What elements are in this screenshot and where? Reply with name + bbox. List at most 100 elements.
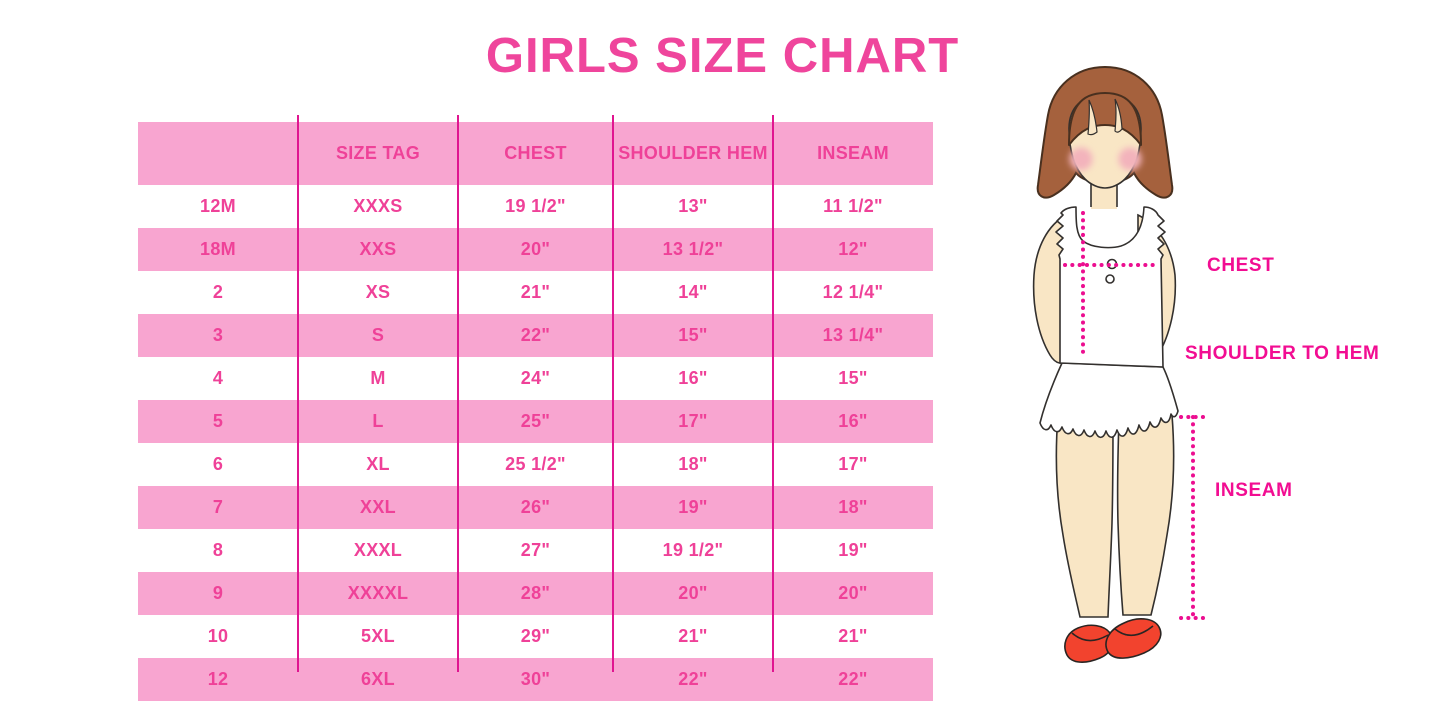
shoe-left-strap <box>1071 632 1109 642</box>
leg-left <box>1055 414 1114 618</box>
table-header-row: SIZE TAG CHEST SHOULDER HEM INSEAM <box>138 122 933 185</box>
column-header <box>138 122 298 185</box>
table-cell: 21" <box>838 626 868 646</box>
table-cell: 13 1/2" <box>662 239 724 259</box>
table-cell: 8 <box>212 540 224 560</box>
table-cell: 10 <box>207 626 229 646</box>
table-cell: 14" <box>678 282 708 302</box>
table-row: 2 XS 21" 14" 12 1/4" <box>138 271 933 314</box>
table-row: 12 6XL 30" 22" 22" <box>138 658 933 701</box>
chest-label: CHEST <box>1207 255 1274 276</box>
table-cell: XXXS <box>353 196 403 216</box>
table-cell: 22" <box>838 669 868 689</box>
table-row: 12M XXXS 19 1/2" 13" 11 1/2" <box>138 185 933 228</box>
table-cell: XXXL <box>353 540 403 560</box>
shoulder-to-hem-label: SHOULDER TO HEM <box>1185 343 1379 364</box>
column-header: SIZE TAG <box>298 122 458 185</box>
table-row: 3 S 22" 15" 13 1/4" <box>138 314 933 357</box>
table-cell: 25 1/2" <box>505 454 566 474</box>
size-table-grid: SIZE TAG CHEST SHOULDER HEM INSEAM 12M XXXS 1… <box>138 122 933 701</box>
table-cell: 15" <box>678 325 708 345</box>
leg-right <box>1116 414 1175 616</box>
inseam-label: INSEAM <box>1215 480 1293 501</box>
table-cell: 5XL <box>361 626 395 646</box>
blush-right <box>1118 147 1142 171</box>
blush-left <box>1069 147 1093 171</box>
column-header: INSEAM <box>773 122 933 185</box>
table-cell: 6 <box>212 454 224 474</box>
table-cell: 28" <box>520 583 551 603</box>
table-cell: 19" <box>678 497 708 517</box>
column-divider <box>297 115 299 672</box>
table-cell: 18" <box>678 454 708 474</box>
table-cell: 19" <box>838 540 868 560</box>
girl-measurement-diagram: CHEST SHOULDER TO HEM INSEAM <box>1032 65 1379 663</box>
table-cell: S <box>371 325 385 345</box>
table-cell: XXXXL <box>347 583 409 603</box>
table-cell: XL <box>366 454 390 474</box>
table-cell: 20" <box>838 583 868 603</box>
table-cell: 20" <box>678 583 708 603</box>
table-cell: 4 <box>212 368 224 388</box>
column-header: SHOULDER HEM <box>613 122 773 185</box>
table-row: 10 5XL 29" 21" 21" <box>138 615 933 658</box>
table-row: 5 L 25" 17" 16" <box>138 400 933 443</box>
bangs-notch-right <box>1114 98 1123 133</box>
table-cell: 12M <box>200 196 236 216</box>
table-cell: 21" <box>678 626 708 646</box>
size-table: SIZE TAG CHEST SHOULDER HEM INSEAM 12M XXXS 1… <box>138 115 933 701</box>
girl-head <box>1036 65 1174 209</box>
table-cell: 9 <box>212 583 224 603</box>
table-cell: 22" <box>678 669 708 689</box>
table-row: 4 M 24" 16" 15" <box>138 357 933 400</box>
table-cell: 19 1/2" <box>505 196 566 216</box>
table-cell: 22" <box>520 325 551 345</box>
shoe-right-strap <box>1114 625 1154 637</box>
table-row: 6 XL 25 1/2" 18" 17" <box>138 443 933 486</box>
table-cell: 2 <box>212 282 224 302</box>
bangs-notch-left <box>1087 99 1098 136</box>
table-cell: 26" <box>520 497 551 517</box>
column-divider <box>612 115 614 672</box>
table-cell: 3 <box>212 325 224 345</box>
table-cell: 25" <box>520 411 551 431</box>
table-cell: 12" <box>838 239 868 259</box>
bodice <box>1055 206 1166 368</box>
table-cell: 6XL <box>361 669 395 689</box>
bodice-button-bottom <box>1105 274 1115 284</box>
table-cell: 16" <box>838 411 868 431</box>
table-cell: 29" <box>520 626 551 646</box>
table-cell: 15" <box>838 368 868 388</box>
table-cell: XXS <box>359 239 397 259</box>
skirt <box>1039 362 1179 439</box>
table-cell: 30" <box>520 669 551 689</box>
table-cell: 18M <box>200 239 236 259</box>
table-row: 8 XXXL 27" 19 1/2" 19" <box>138 529 933 572</box>
table-cell: 11 1/2" <box>823 196 883 216</box>
table-row: 18M XXS 20" 13 1/2" 12" <box>138 228 933 271</box>
mary-jane-shoes <box>1064 618 1162 663</box>
table-cell: XS <box>365 282 391 302</box>
table-cell: 19 1/2" <box>662 540 724 560</box>
table-cell: 13" <box>678 196 708 216</box>
column-divider <box>772 115 774 672</box>
column-header: CHEST <box>458 122 613 185</box>
table-row: 9 XXXXL 28" 20" 20" <box>138 572 933 615</box>
table-cell: 24" <box>520 368 551 388</box>
column-divider <box>457 115 459 672</box>
table-cell: 20" <box>520 239 551 259</box>
table-cell: 13 1/4" <box>822 325 884 345</box>
table-body: 12M XXXS 19 1/2" 13" 11 1/2" 18M XXS 20" 13 1/2"… <box>138 185 933 701</box>
table-cell: 17" <box>838 454 868 474</box>
page-title: GIRLS SIZE CHART <box>485 29 960 83</box>
table-cell: 12 1/4" <box>822 282 884 302</box>
shoe-right <box>1105 618 1162 659</box>
table-cell: 7 <box>212 497 224 517</box>
table-cell: 17" <box>678 411 708 431</box>
table-row: 7 XXL 26" 19" 18" <box>138 486 933 529</box>
table-cell: 27" <box>520 540 551 560</box>
table-cell: 5 <box>212 411 224 431</box>
table-cell: 21" <box>520 282 551 302</box>
table-cell: 18" <box>838 497 868 517</box>
table-cell: XXL <box>360 497 396 517</box>
